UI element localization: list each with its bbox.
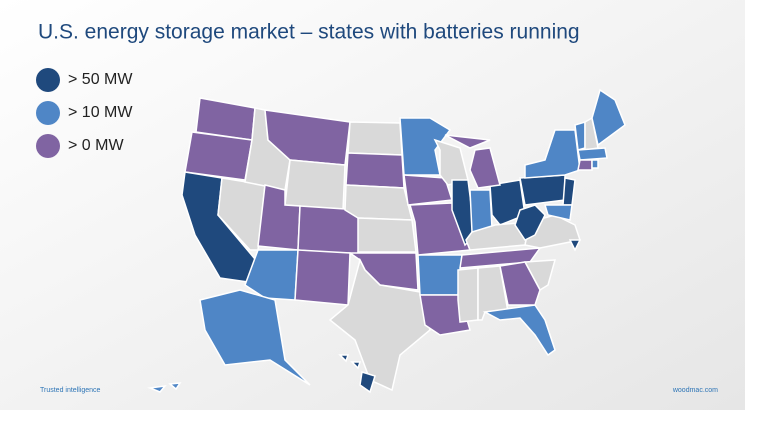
state [543, 204, 573, 221]
state [347, 121, 403, 156]
state [338, 354, 350, 363]
state [591, 88, 626, 147]
legend-swatch [36, 101, 60, 125]
legend-swatch [36, 134, 60, 158]
state [147, 385, 167, 393]
state [345, 152, 405, 189]
state [469, 189, 493, 233]
footer-left: Trusted intelligence [40, 387, 101, 394]
legend: > 50 MW > 10 MW > 0 MW [36, 68, 133, 158]
state [568, 239, 582, 252]
state [344, 184, 413, 221]
state [499, 261, 541, 306]
state [419, 294, 471, 336]
state [489, 179, 526, 226]
legend-swatch [36, 68, 60, 92]
state [359, 371, 376, 394]
state [244, 249, 299, 301]
state [577, 159, 593, 171]
state [562, 177, 576, 206]
state [482, 304, 556, 357]
state [357, 217, 417, 253]
state [294, 249, 351, 306]
state [457, 267, 479, 323]
state [199, 289, 311, 386]
legend-label: > 50 MW [68, 71, 133, 88]
state [469, 147, 501, 189]
states [147, 88, 626, 394]
legend-label: > 10 MW [68, 104, 133, 121]
state [519, 174, 566, 206]
state [577, 147, 608, 161]
state [350, 361, 362, 370]
state [591, 159, 599, 169]
legend-label: > 0 MW [68, 137, 124, 154]
state [417, 254, 463, 296]
state [168, 382, 182, 391]
state [328, 257, 431, 392]
state [184, 131, 253, 181]
state [444, 134, 491, 149]
state [433, 138, 469, 186]
footer-right: woodmac.com [672, 387, 718, 394]
title: U.S. energy storage market – states with… [38, 21, 580, 44]
state [284, 159, 346, 211]
state [514, 204, 546, 241]
